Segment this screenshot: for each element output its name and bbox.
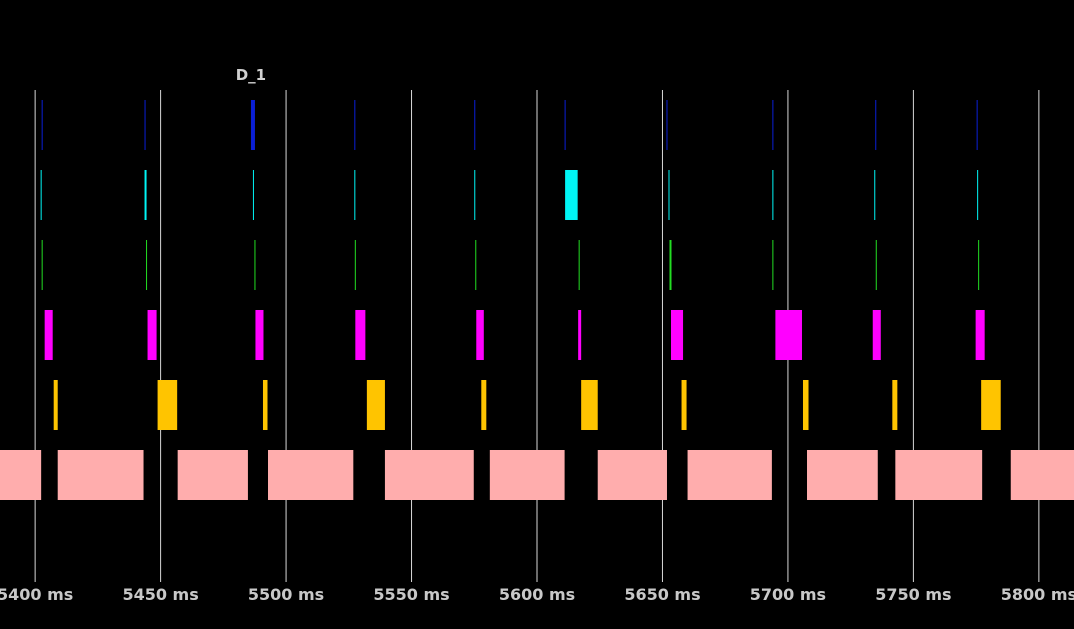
event-bars: [0, 100, 1074, 500]
event-bar: [681, 380, 687, 430]
event-bar: [262, 380, 268, 430]
x-tick-label: 5650 ms: [624, 585, 700, 604]
gridlines: [34, 90, 1040, 582]
event-bar: [1010, 450, 1074, 500]
event-bar: [0, 450, 42, 500]
event-bar: [668, 170, 670, 220]
event-bar: [40, 170, 42, 220]
event-bar: [147, 310, 157, 360]
event-bar: [254, 240, 256, 290]
event-bar: [474, 100, 476, 150]
event-bar: [977, 170, 979, 220]
event-bar: [578, 240, 580, 290]
x-tick-label: 5750 ms: [875, 585, 951, 604]
event-bar: [475, 240, 477, 290]
event-bar: [981, 380, 1001, 430]
annotation-label: D_1: [236, 66, 266, 84]
event-bar: [53, 380, 58, 430]
event-bar: [772, 100, 774, 150]
event-bar: [474, 170, 476, 220]
event-bar: [892, 380, 898, 430]
event-bar: [875, 100, 877, 150]
event-bar: [975, 310, 985, 360]
event-bar: [384, 450, 474, 500]
event-bar: [481, 380, 487, 430]
x-tick-label: 5600 ms: [499, 585, 575, 604]
event-bar: [772, 170, 774, 220]
x-tick-label: 5550 ms: [373, 585, 449, 604]
event-bar: [807, 450, 878, 500]
event-bar: [565, 170, 578, 220]
event-bar: [802, 380, 809, 430]
event-bar: [354, 170, 356, 220]
event-bar: [41, 100, 43, 150]
event-bar: [687, 450, 772, 500]
event-bar: [872, 310, 881, 360]
event-bar: [874, 170, 876, 220]
event-bar: [157, 380, 178, 430]
event-bar: [354, 240, 356, 290]
x-tick-label: 5800 ms: [1001, 585, 1074, 604]
event-bar: [355, 310, 366, 360]
event-bar: [144, 100, 146, 150]
event-bar: [489, 450, 565, 500]
x-axis-tick-labels: 5400 ms 5450 ms 5500 ms 5550 ms 5600 ms 5650 …: [0, 585, 1074, 604]
event-bar: [670, 310, 684, 360]
event-bar: [41, 240, 43, 290]
x-tick-label: 5500 ms: [248, 585, 324, 604]
x-tick-label: 5400 ms: [0, 585, 73, 604]
event-bar: [255, 310, 264, 360]
event-bar: [146, 240, 148, 290]
event-bar: [44, 310, 53, 360]
x-tick-label: 5450 ms: [122, 585, 198, 604]
event-bar: [564, 100, 566, 150]
event-bar: [177, 450, 248, 500]
event-bar: [476, 310, 484, 360]
event-bar: [597, 450, 667, 500]
event-bar: [57, 450, 144, 500]
event-bar: [578, 310, 582, 360]
event-bar: [250, 100, 255, 150]
event-bar: [875, 240, 877, 290]
event-bar: [144, 170, 147, 220]
annotations: D_1: [236, 66, 266, 84]
event-bar: [581, 380, 598, 430]
event-bar: [772, 240, 774, 290]
event-bar: [666, 100, 668, 150]
event-bar: [775, 310, 802, 360]
event-bar: [669, 240, 672, 290]
event-bar: [976, 100, 978, 150]
event-bar: [354, 100, 356, 150]
x-tick-label: 5700 ms: [750, 585, 826, 604]
event-bar: [895, 450, 983, 500]
event-bar: [978, 240, 980, 290]
event-bar: [267, 450, 354, 500]
event-bar: [252, 170, 254, 220]
event-bar: [366, 380, 385, 430]
